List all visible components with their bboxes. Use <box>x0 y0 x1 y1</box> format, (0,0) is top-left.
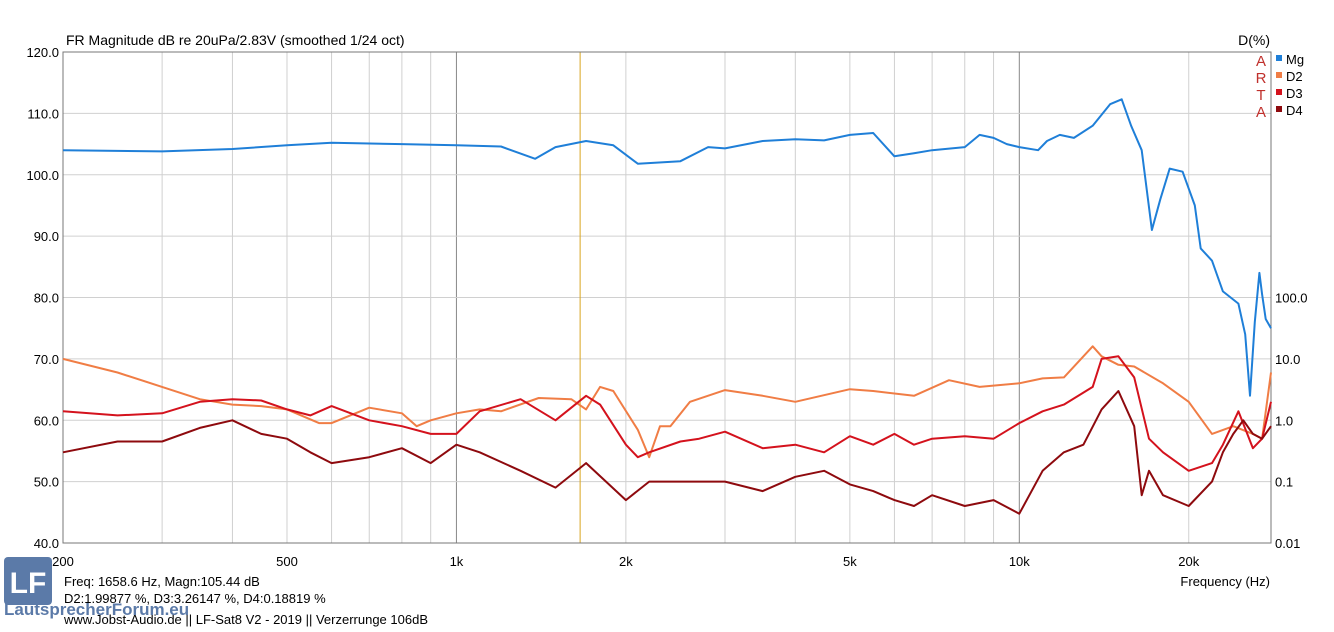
y-tick-label-left: 50.0 <box>34 475 59 490</box>
grid <box>63 52 1271 543</box>
readout-freq: Freq: 1658.6 Hz, Magn:105.44 dB <box>64 574 260 589</box>
legend-swatch-mg <box>1276 55 1282 61</box>
y-tick-label-right: 1.0 <box>1275 413 1293 428</box>
legend-swatch-d3 <box>1276 89 1282 95</box>
arta-letter: T <box>1256 87 1265 104</box>
series-line-d3 <box>62 355 1272 472</box>
y-tick-label-right: 10.0 <box>1275 352 1300 367</box>
arta-letter: A <box>1256 53 1266 70</box>
series-line-mg <box>62 98 1272 397</box>
y-tick-label-right: 0.01 <box>1275 536 1300 551</box>
legend-swatch-d4 <box>1276 106 1282 112</box>
y-tick-label-left: 60.0 <box>34 413 59 428</box>
logo-background <box>4 557 52 605</box>
legend-swatch-d2 <box>1276 72 1282 78</box>
series-line-d4 <box>62 390 1272 515</box>
series-layer <box>62 98 1272 515</box>
arta-letter: A <box>1256 104 1266 121</box>
y-tick-label-left: 70.0 <box>34 352 59 367</box>
y-tick-label-left: 120.0 <box>26 45 59 60</box>
readout-distortion: D2:1.99877 %, D3:3.26147 %, D4:0.18819 % <box>64 591 326 606</box>
footer-credits: www.Jobst-Audio.de || LF-Sat8 V2 - 2019 … <box>64 612 428 627</box>
brand-name: LautsprecherForum.eu <box>4 600 190 619</box>
y-tick-label-right: 0.1 <box>1275 475 1293 490</box>
y-tick-label-left: 40.0 <box>34 536 59 551</box>
y-tick-label-left: 100.0 <box>26 168 59 183</box>
y-tick-label-left: 110.0 <box>27 106 59 121</box>
logo-letters: LF <box>10 567 47 600</box>
y-tick-label-right: 100.0 <box>1275 291 1308 306</box>
y-tick-label-left: 90.0 <box>34 229 59 244</box>
series-line-d2 <box>62 345 1272 459</box>
x-tick-label: 5k <box>843 554 857 569</box>
legend-label-d3: D3 <box>1286 86 1303 101</box>
arta-letter: R <box>1256 70 1267 87</box>
x-tick-label: 1k <box>450 554 464 569</box>
x-tick-label: 200 <box>52 554 74 569</box>
legend-label-mg: Mg <box>1286 52 1304 67</box>
legend-label-d4: D4 <box>1286 103 1303 118</box>
y-tick-label-left: 80.0 <box>34 291 59 306</box>
right-axis-title: D(%) <box>1238 32 1270 48</box>
plot-frame <box>62 51 1272 544</box>
lf-logo: LF <box>4 557 52 605</box>
x-tick-label: 2k <box>619 554 633 569</box>
chart-title: FR Magnitude dB re 20uPa/2.83V (smoothed… <box>66 32 405 48</box>
legend-label-d2: D2 <box>1286 69 1303 84</box>
axis-ticks: 120.0 110.0 100.0 90.0 80.0 70.0 60.0 50.0 40.0 1… <box>26 45 1307 569</box>
x-tick-label: 10k <box>1009 554 1030 569</box>
x-tick-label: 20k <box>1178 554 1199 569</box>
x-axis-label: Frequency (Hz) <box>1180 574 1270 589</box>
x-tick-label: 500 <box>276 554 298 569</box>
